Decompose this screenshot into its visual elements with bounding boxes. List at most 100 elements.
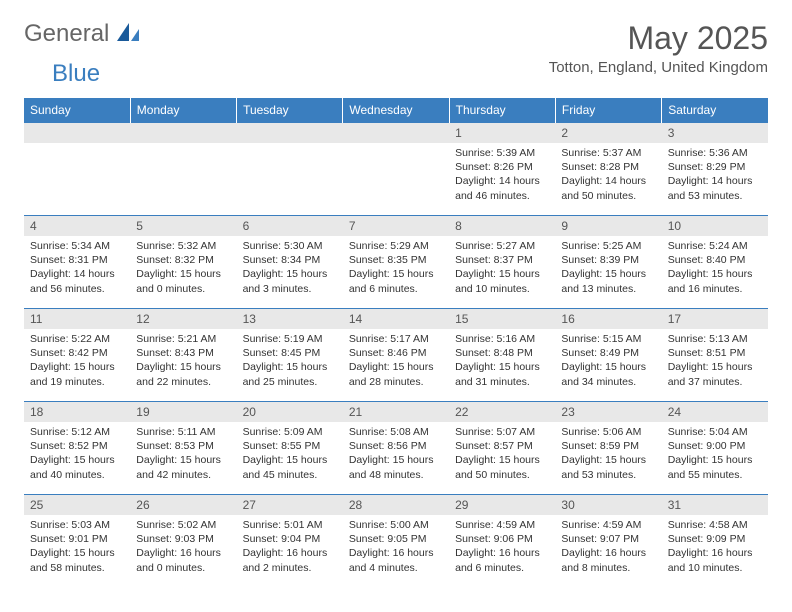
sunset-line: Sunset: 8:42 PM	[30, 346, 124, 360]
day-content: Sunrise: 5:27 AMSunset: 8:37 PMDaylight:…	[449, 236, 555, 299]
sunrise-line: Sunrise: 5:19 AM	[243, 332, 337, 346]
calendar-cell: 16Sunrise: 5:15 AMSunset: 8:49 PMDayligh…	[555, 309, 661, 402]
weekday-header: Thursday	[449, 98, 555, 123]
calendar-cell	[343, 123, 449, 216]
weekday-header: Friday	[555, 98, 661, 123]
sunset-line: Sunset: 8:37 PM	[455, 253, 549, 267]
calendar-cell: 8Sunrise: 5:27 AMSunset: 8:37 PMDaylight…	[449, 216, 555, 309]
day-number: 14	[343, 309, 449, 329]
sunrise-line: Sunrise: 4:58 AM	[668, 518, 762, 532]
day-content: Sunrise: 5:01 AMSunset: 9:04 PMDaylight:…	[237, 515, 343, 578]
calendar-cell: 23Sunrise: 5:06 AMSunset: 8:59 PMDayligh…	[555, 402, 661, 495]
calendar-cell: 10Sunrise: 5:24 AMSunset: 8:40 PMDayligh…	[662, 216, 768, 309]
daylight-line: Daylight: 15 hours and 45 minutes.	[243, 453, 337, 481]
sunset-line: Sunset: 9:05 PM	[349, 532, 443, 546]
sunset-line: Sunset: 9:06 PM	[455, 532, 549, 546]
day-number: 24	[662, 402, 768, 422]
day-content: Sunrise: 5:12 AMSunset: 8:52 PMDaylight:…	[24, 422, 130, 485]
daylight-line: Daylight: 16 hours and 0 minutes.	[136, 546, 230, 574]
sunrise-line: Sunrise: 5:34 AM	[30, 239, 124, 253]
day-content: Sunrise: 5:19 AMSunset: 8:45 PMDaylight:…	[237, 329, 343, 392]
sunset-line: Sunset: 8:26 PM	[455, 160, 549, 174]
sunrise-line: Sunrise: 5:16 AM	[455, 332, 549, 346]
calendar-cell: 14Sunrise: 5:17 AMSunset: 8:46 PMDayligh…	[343, 309, 449, 402]
sunset-line: Sunset: 8:35 PM	[349, 253, 443, 267]
sunrise-line: Sunrise: 5:27 AM	[455, 239, 549, 253]
daylight-line: Daylight: 15 hours and 13 minutes.	[561, 267, 655, 295]
title-block: May 2025 Totton, England, United Kingdom	[549, 20, 768, 76]
day-content: Sunrise: 5:39 AMSunset: 8:26 PMDaylight:…	[449, 143, 555, 206]
calendar-cell: 15Sunrise: 5:16 AMSunset: 8:48 PMDayligh…	[449, 309, 555, 402]
day-content: Sunrise: 5:37 AMSunset: 8:28 PMDaylight:…	[555, 143, 661, 206]
daylight-line: Daylight: 16 hours and 6 minutes.	[455, 546, 549, 574]
day-content: Sunrise: 5:21 AMSunset: 8:43 PMDaylight:…	[130, 329, 236, 392]
day-number: 15	[449, 309, 555, 329]
day-content: Sunrise: 5:02 AMSunset: 9:03 PMDaylight:…	[130, 515, 236, 578]
calendar-cell: 4Sunrise: 5:34 AMSunset: 8:31 PMDaylight…	[24, 216, 130, 309]
day-number: 23	[555, 402, 661, 422]
calendar-cell	[130, 123, 236, 216]
sunset-line: Sunset: 8:59 PM	[561, 439, 655, 453]
calendar-table: SundayMondayTuesdayWednesdayThursdayFrid…	[24, 98, 768, 588]
day-number: 3	[662, 123, 768, 143]
day-number: 22	[449, 402, 555, 422]
day-number-empty	[130, 123, 236, 143]
calendar-cell: 1Sunrise: 5:39 AMSunset: 8:26 PMDaylight…	[449, 123, 555, 216]
sunrise-line: Sunrise: 5:04 AM	[668, 425, 762, 439]
sunrise-line: Sunrise: 4:59 AM	[455, 518, 549, 532]
sunset-line: Sunset: 8:57 PM	[455, 439, 549, 453]
day-number: 17	[662, 309, 768, 329]
day-number: 16	[555, 309, 661, 329]
sunset-line: Sunset: 8:46 PM	[349, 346, 443, 360]
sunrise-line: Sunrise: 5:02 AM	[136, 518, 230, 532]
day-content: Sunrise: 5:07 AMSunset: 8:57 PMDaylight:…	[449, 422, 555, 485]
calendar-cell: 5Sunrise: 5:32 AMSunset: 8:32 PMDaylight…	[130, 216, 236, 309]
sunrise-line: Sunrise: 5:12 AM	[30, 425, 124, 439]
daylight-line: Daylight: 15 hours and 31 minutes.	[455, 360, 549, 388]
calendar-cell: 22Sunrise: 5:07 AMSunset: 8:57 PMDayligh…	[449, 402, 555, 495]
day-number: 4	[24, 216, 130, 236]
day-number-empty	[237, 123, 343, 143]
day-number: 12	[130, 309, 236, 329]
day-content: Sunrise: 5:24 AMSunset: 8:40 PMDaylight:…	[662, 236, 768, 299]
day-content: Sunrise: 5:32 AMSunset: 8:32 PMDaylight:…	[130, 236, 236, 299]
sunset-line: Sunset: 8:39 PM	[561, 253, 655, 267]
day-number: 27	[237, 495, 343, 515]
sunset-line: Sunset: 9:01 PM	[30, 532, 124, 546]
daylight-line: Daylight: 15 hours and 55 minutes.	[668, 453, 762, 481]
daylight-line: Daylight: 15 hours and 40 minutes.	[30, 453, 124, 481]
calendar-cell: 3Sunrise: 5:36 AMSunset: 8:29 PMDaylight…	[662, 123, 768, 216]
sunset-line: Sunset: 9:00 PM	[668, 439, 762, 453]
logo-text-blue: Blue	[52, 60, 100, 88]
sunrise-line: Sunrise: 5:11 AM	[136, 425, 230, 439]
sunrise-line: Sunrise: 5:13 AM	[668, 332, 762, 346]
sunrise-line: Sunrise: 5:29 AM	[349, 239, 443, 253]
daylight-line: Daylight: 15 hours and 6 minutes.	[349, 267, 443, 295]
daylight-line: Daylight: 15 hours and 50 minutes.	[455, 453, 549, 481]
daylight-line: Daylight: 14 hours and 56 minutes.	[30, 267, 124, 295]
day-content: Sunrise: 5:08 AMSunset: 8:56 PMDaylight:…	[343, 422, 449, 485]
daylight-line: Daylight: 15 hours and 3 minutes.	[243, 267, 337, 295]
daylight-line: Daylight: 15 hours and 34 minutes.	[561, 360, 655, 388]
sunset-line: Sunset: 8:55 PM	[243, 439, 337, 453]
day-number: 1	[449, 123, 555, 143]
daylight-line: Daylight: 15 hours and 19 minutes.	[30, 360, 124, 388]
calendar-cell: 13Sunrise: 5:19 AMSunset: 8:45 PMDayligh…	[237, 309, 343, 402]
sunrise-line: Sunrise: 5:09 AM	[243, 425, 337, 439]
day-content: Sunrise: 5:04 AMSunset: 9:00 PMDaylight:…	[662, 422, 768, 485]
day-content: Sunrise: 5:17 AMSunset: 8:46 PMDaylight:…	[343, 329, 449, 392]
weekday-header: Sunday	[24, 98, 130, 123]
day-number: 18	[24, 402, 130, 422]
calendar-cell: 21Sunrise: 5:08 AMSunset: 8:56 PMDayligh…	[343, 402, 449, 495]
sunset-line: Sunset: 8:34 PM	[243, 253, 337, 267]
daylight-line: Daylight: 16 hours and 8 minutes.	[561, 546, 655, 574]
calendar-cell: 19Sunrise: 5:11 AMSunset: 8:53 PMDayligh…	[130, 402, 236, 495]
sunset-line: Sunset: 8:29 PM	[668, 160, 762, 174]
day-content: Sunrise: 5:22 AMSunset: 8:42 PMDaylight:…	[24, 329, 130, 392]
calendar-cell: 20Sunrise: 5:09 AMSunset: 8:55 PMDayligh…	[237, 402, 343, 495]
sunrise-line: Sunrise: 5:32 AM	[136, 239, 230, 253]
daylight-line: Daylight: 14 hours and 46 minutes.	[455, 174, 549, 202]
calendar-cell: 26Sunrise: 5:02 AMSunset: 9:03 PMDayligh…	[130, 495, 236, 588]
sunset-line: Sunset: 8:32 PM	[136, 253, 230, 267]
calendar-cell: 17Sunrise: 5:13 AMSunset: 8:51 PMDayligh…	[662, 309, 768, 402]
